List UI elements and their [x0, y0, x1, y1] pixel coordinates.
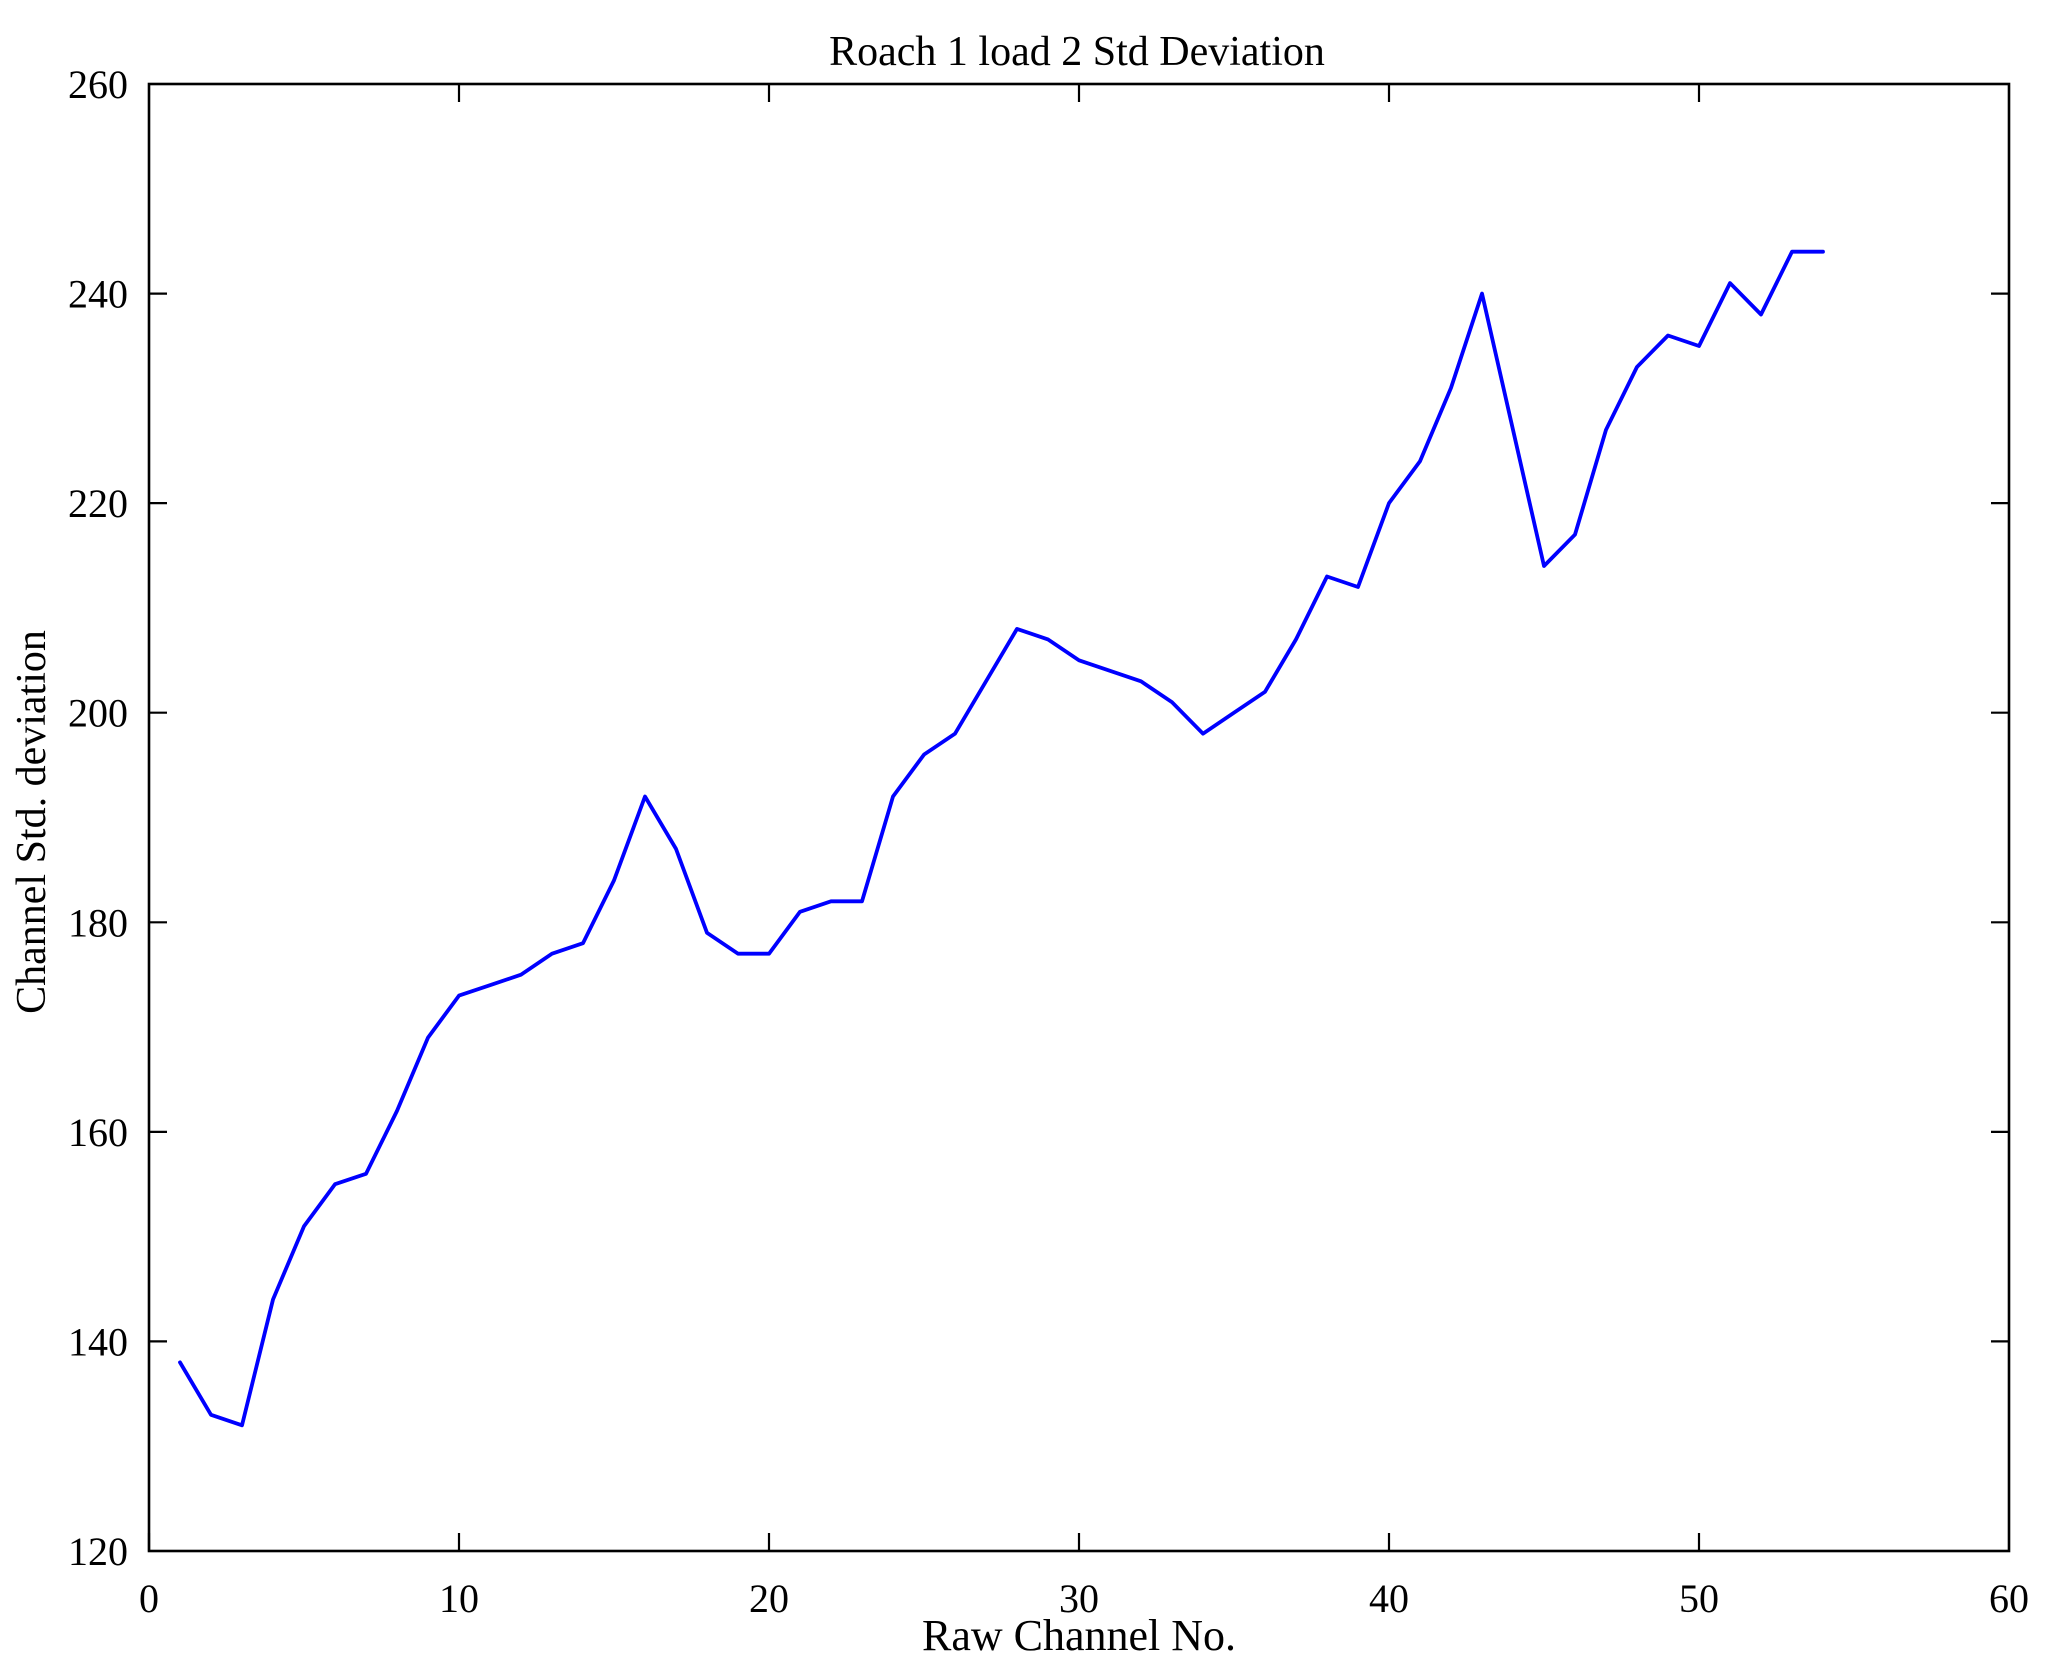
svg-text:120: 120 [68, 1529, 128, 1574]
svg-text:140: 140 [68, 1319, 128, 1364]
svg-text:160: 160 [68, 1110, 128, 1155]
svg-text:Channel Std. deviation: Channel Std. deviation [9, 630, 55, 1014]
svg-text:Roach 1 load 2 Std Deviation: Roach 1 load 2 Std Deviation [829, 29, 1325, 75]
svg-text:180: 180 [68, 900, 128, 945]
svg-text:40: 40 [1369, 1576, 1409, 1621]
svg-text:200: 200 [68, 691, 128, 736]
svg-text:60: 60 [1989, 1576, 2029, 1621]
svg-text:Raw Channel No.: Raw Channel No. [922, 1611, 1236, 1660]
svg-text:20: 20 [749, 1576, 789, 1621]
svg-text:240: 240 [68, 272, 128, 317]
svg-text:0: 0 [139, 1576, 159, 1621]
svg-text:260: 260 [68, 62, 128, 107]
svg-text:50: 50 [1679, 1576, 1719, 1621]
svg-text:220: 220 [68, 481, 128, 526]
svg-text:10: 10 [439, 1576, 479, 1621]
